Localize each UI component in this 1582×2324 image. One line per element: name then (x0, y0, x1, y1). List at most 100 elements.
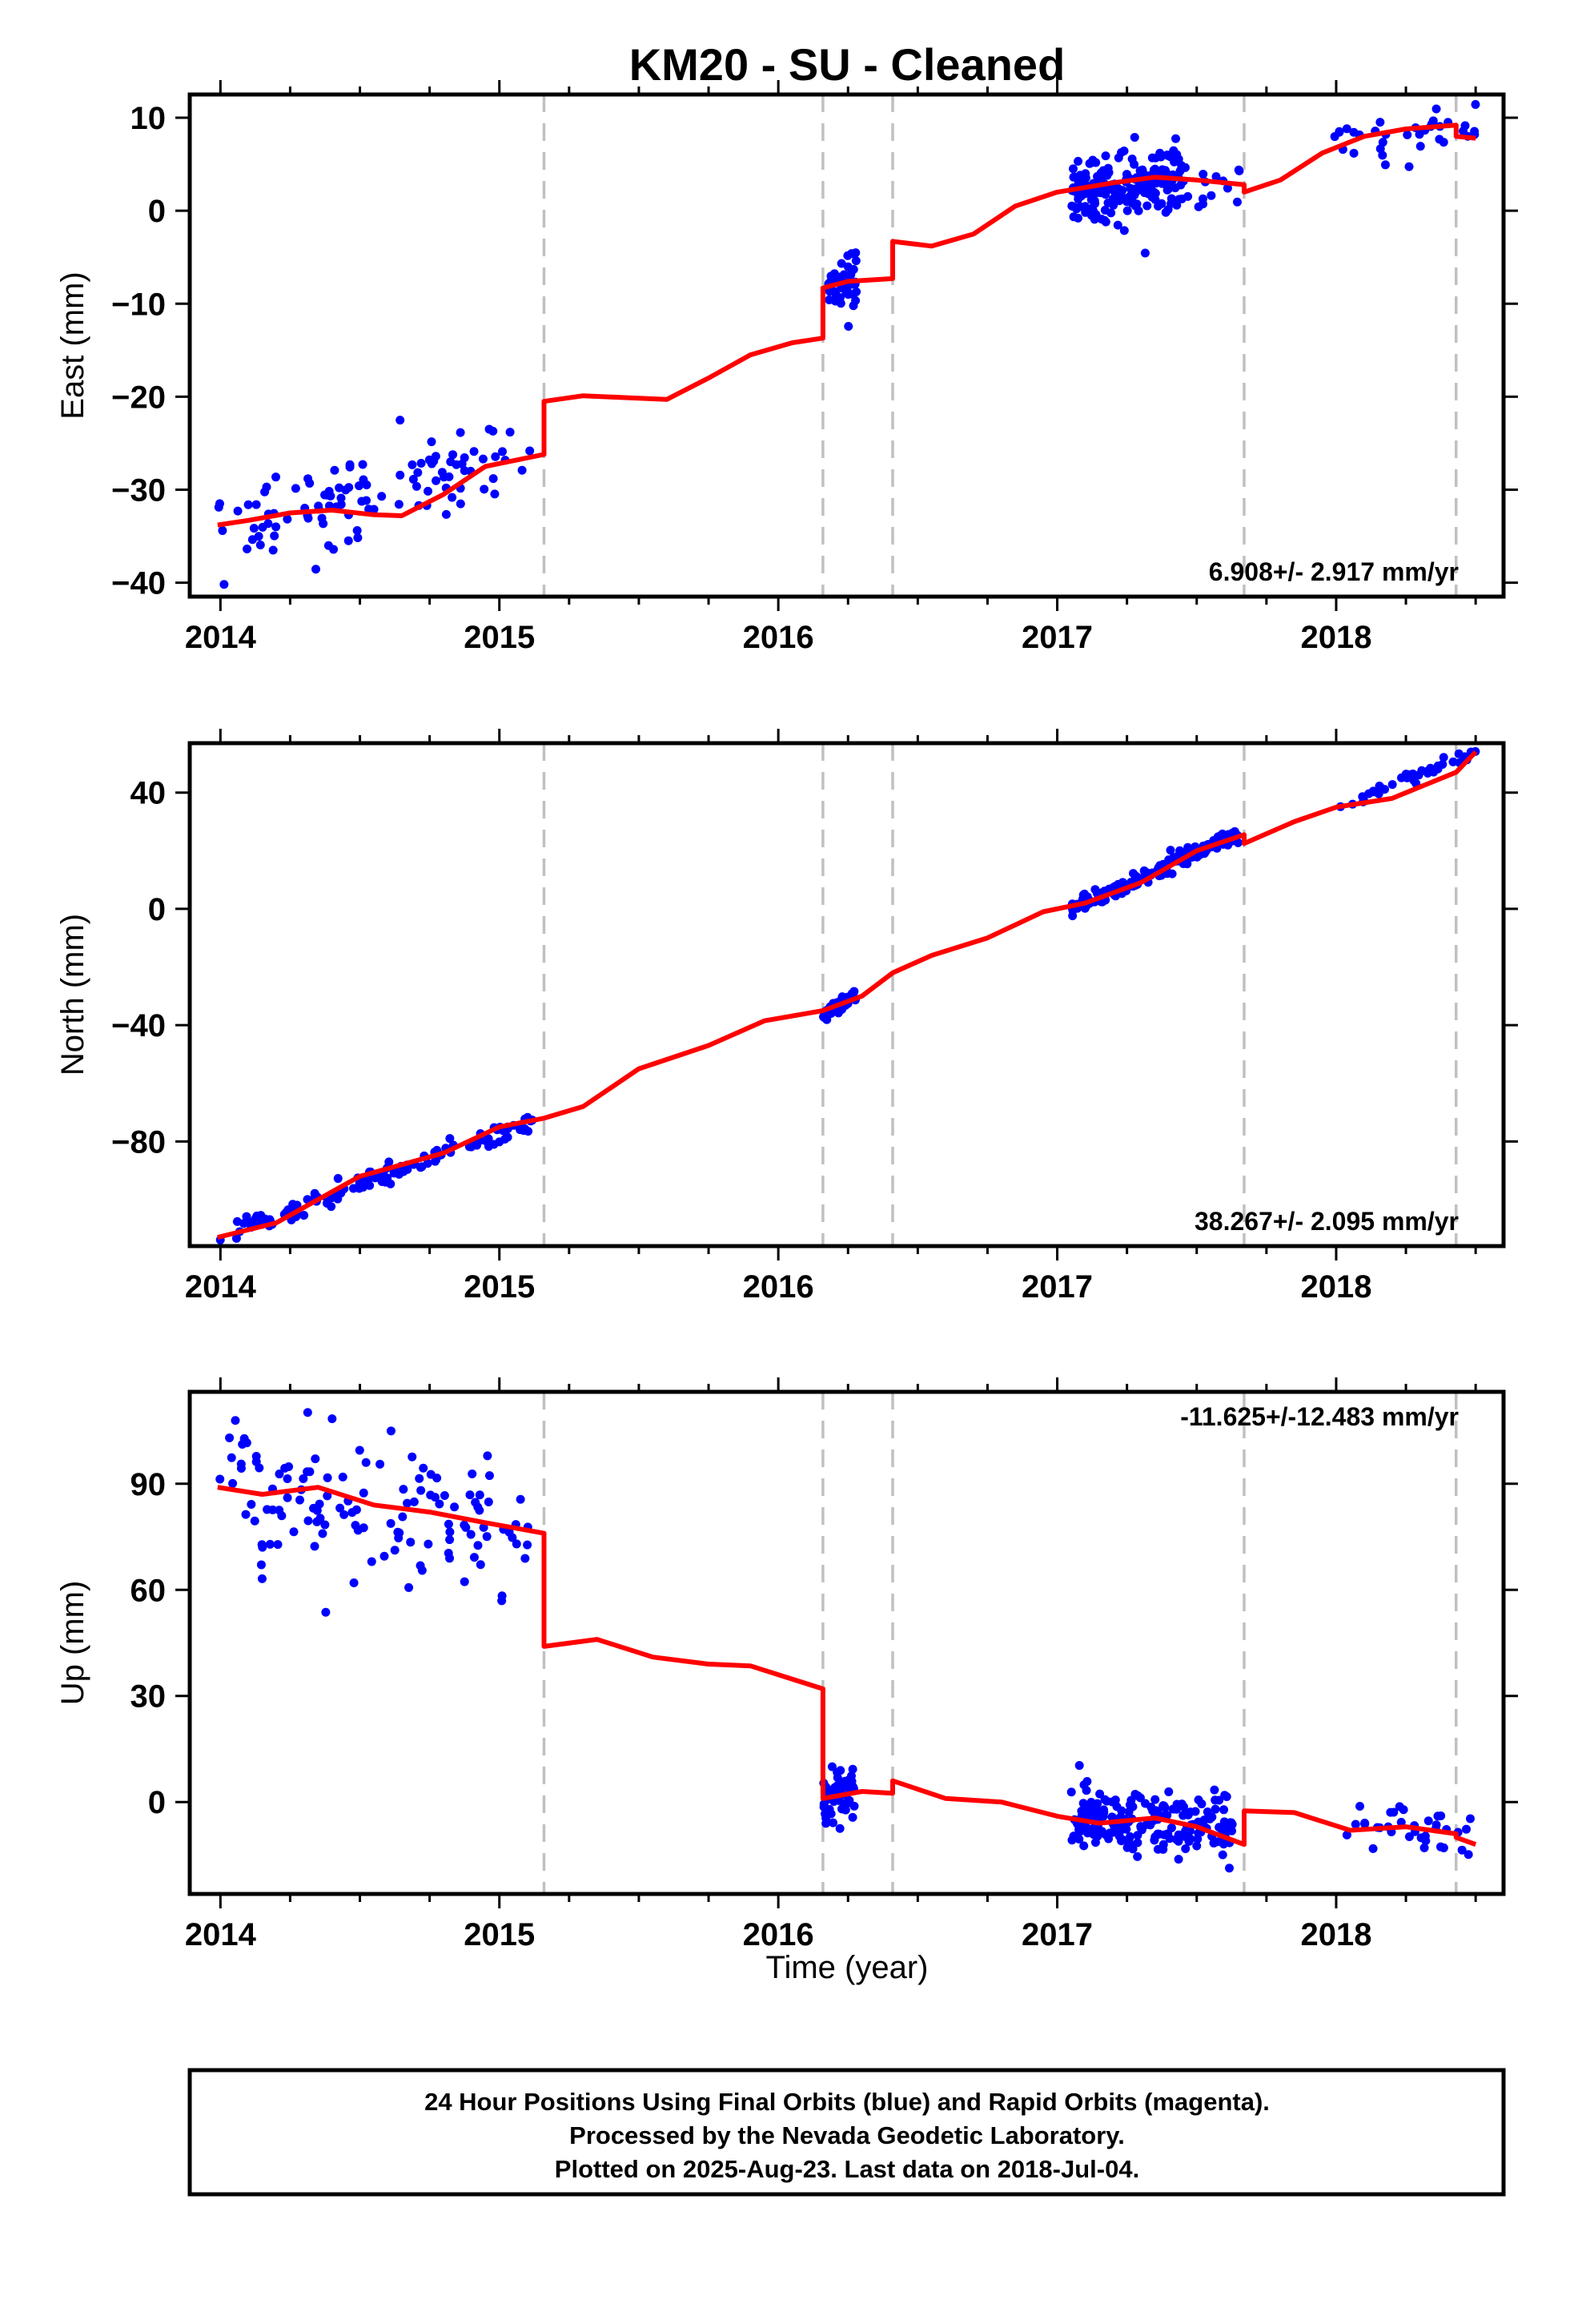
up-data-point (1416, 1833, 1426, 1843)
north-frame (187, 741, 1506, 1248)
north-x-tick-label: 2014 (185, 1269, 257, 1305)
east-data-point (243, 500, 253, 509)
up-data-point (473, 1541, 483, 1550)
up-data-point (1419, 1843, 1429, 1852)
east-data-point (1106, 208, 1116, 218)
up-data-point (359, 1523, 368, 1533)
up-data-point (482, 1532, 492, 1542)
up-data-point (1211, 1804, 1220, 1814)
east-data-point (1119, 146, 1129, 155)
up-data-point (228, 1478, 238, 1488)
up-data-point (1165, 1834, 1174, 1844)
east-data-point (1126, 183, 1135, 193)
up-data-point (426, 1490, 436, 1500)
footer-line-1: 24 Hour Positions Using Final Orbits (bl… (424, 2088, 1270, 2116)
up-model-line (217, 1485, 1477, 1848)
up-data-point (303, 1516, 313, 1526)
up-data-point (284, 1462, 294, 1472)
up-data-point (299, 1474, 308, 1483)
up-data-point (1082, 1786, 1091, 1795)
east-data-point (1097, 187, 1106, 196)
east-rate-label: 6.908+/- 2.917 mm/yr (1209, 557, 1459, 586)
up-data-point (1360, 1819, 1370, 1829)
up-data-point (469, 1553, 479, 1562)
up-data-point (1166, 1823, 1176, 1832)
up-data-point (406, 1538, 416, 1547)
north-x-tick-label: 2018 (1300, 1269, 1371, 1305)
up-data-point (416, 1486, 426, 1495)
east-data-point (851, 256, 861, 266)
up-data-point (432, 1474, 442, 1483)
up-data-point (1074, 1825, 1084, 1835)
up-data-point (1218, 1850, 1227, 1860)
north-data-point (445, 1134, 455, 1144)
up-data-point (1215, 1823, 1224, 1832)
east-data-point (1435, 135, 1444, 144)
north-data-point (423, 1159, 432, 1168)
east-data-point (1174, 155, 1183, 164)
east-data-point (1171, 134, 1181, 143)
east-data-point (478, 454, 488, 464)
east-model-line (217, 123, 1476, 528)
up-data-point (1431, 1820, 1441, 1830)
up-data-point (315, 1514, 325, 1523)
up-data-point (283, 1493, 292, 1502)
east-x-tick-label: 2018 (1300, 620, 1371, 655)
north-y-axis-label: North (mm) (55, 914, 90, 1076)
east-data-point (1375, 144, 1385, 154)
up-data-point (398, 1512, 408, 1522)
north-data-point (1166, 846, 1175, 855)
north-data-point (1369, 787, 1379, 797)
east-data-point (1110, 190, 1120, 199)
east-data-point (303, 474, 313, 484)
up-data-point (484, 1498, 493, 1507)
up-data-point (475, 1506, 484, 1515)
up-data-point (1192, 1841, 1202, 1851)
east-data-point (839, 270, 849, 279)
east-data-point (1232, 197, 1242, 207)
up-y-tick-label: 90 (130, 1467, 167, 1502)
east-data-point (836, 299, 845, 308)
east-data-point (1223, 183, 1232, 193)
up-data-point (1462, 1824, 1472, 1834)
east-data-point (488, 474, 498, 484)
up-data-point (475, 1490, 484, 1500)
up-y-tick-label: 30 (130, 1679, 167, 1715)
footer-line-3: Plotted on 2025-Aug-23. Last data on 201… (555, 2155, 1139, 2183)
up-data-point (849, 1782, 858, 1791)
north-data-point (1167, 869, 1177, 879)
up-data-point (1082, 1811, 1091, 1820)
up-data-point (1136, 1822, 1146, 1831)
north-y-tick-label: −40 (111, 1008, 166, 1043)
east-data-point (329, 545, 339, 554)
east-data-point (1103, 163, 1113, 173)
up-data-point (303, 1467, 312, 1477)
east-data-point (456, 428, 465, 437)
east-data-point (448, 450, 458, 460)
up-data-point (1399, 1805, 1408, 1815)
east-y-tick-label: −30 (111, 472, 166, 508)
east-data-point (1074, 191, 1083, 200)
up-data-point (289, 1527, 299, 1537)
up-data-point (390, 1546, 400, 1555)
east-data-point (408, 474, 418, 484)
up-data-point (483, 1451, 492, 1461)
east-data-point (490, 489, 500, 499)
north-data-point (1068, 911, 1078, 921)
east-data-point (412, 481, 421, 491)
up-data-point (465, 1490, 475, 1500)
up-data-point (258, 1542, 267, 1552)
up-data-point (1423, 1816, 1433, 1826)
east-data-point (1072, 204, 1082, 214)
up-data-point (247, 1500, 256, 1510)
north-data-point (1433, 761, 1443, 770)
north-data-point (1090, 885, 1100, 895)
up-data-point (415, 1474, 424, 1483)
north-x-tick-label: 2017 (1022, 1269, 1093, 1305)
up-data-point (1126, 1832, 1135, 1842)
up-y-tick-label: 60 (130, 1573, 167, 1608)
east-data-point (1068, 164, 1078, 174)
east-data-point (1114, 153, 1123, 163)
up-panel: 2014 2015 2016 2017 2018 90 60 30 0 Up (mm) -11.62… (55, 1377, 1518, 1952)
east-data-point (432, 476, 441, 485)
